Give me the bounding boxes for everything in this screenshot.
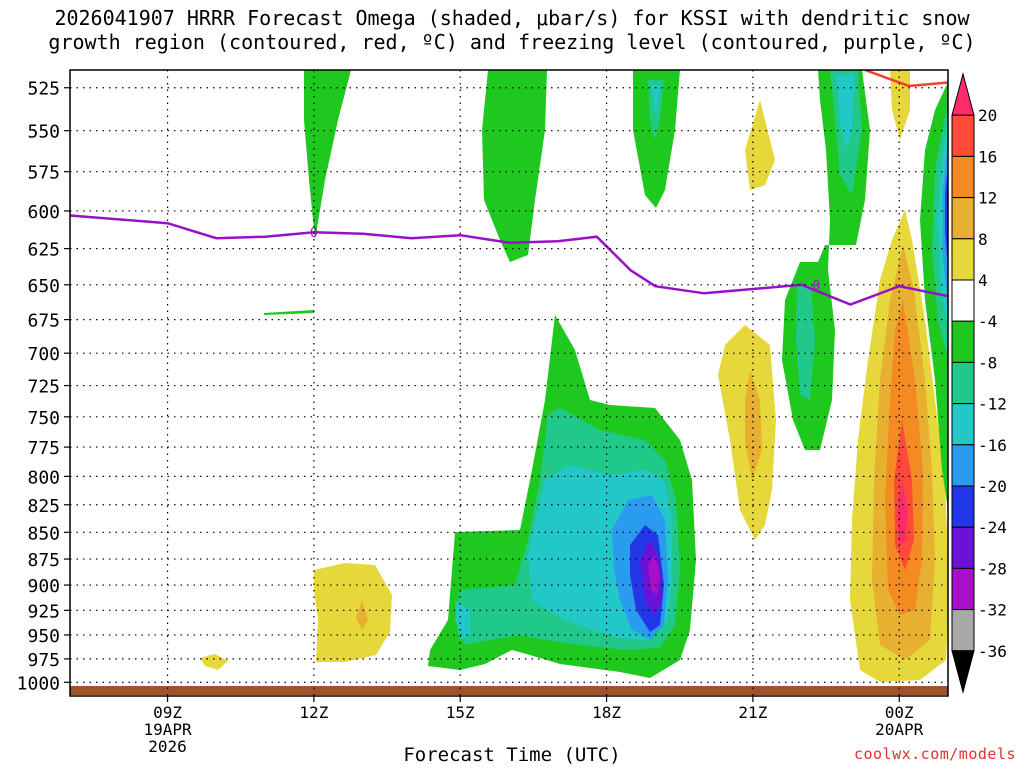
colorbar-swatch xyxy=(951,526,975,569)
omega-lower-core-22z xyxy=(796,285,815,400)
y-tick-label: 775 xyxy=(27,438,60,459)
omega-band-19z xyxy=(633,70,680,208)
y-tick-label: 625 xyxy=(27,240,60,261)
colorbar-label: -28 xyxy=(978,559,1007,578)
x-tick-date: 19APR xyxy=(143,720,192,739)
colorbar-label: -16 xyxy=(978,436,1007,455)
omega-band-16z xyxy=(482,70,547,262)
colorbar-swatch xyxy=(951,114,975,157)
omega-yellow-01z-top xyxy=(890,70,910,140)
omega-center-22z xyxy=(836,75,854,150)
colorbar-swatch xyxy=(951,197,975,240)
colorbar-swatch xyxy=(951,361,975,405)
colorbar-label: 12 xyxy=(978,189,997,208)
y-tick-label: 925 xyxy=(27,601,60,622)
title-line-2: growth region (contoured, red, ºC) and f… xyxy=(48,30,976,54)
y-tick-label: 550 xyxy=(27,122,60,143)
omega-band-12z xyxy=(304,70,351,240)
colorbar-swatch xyxy=(951,403,975,446)
y-tick-label: 750 xyxy=(27,408,60,429)
y-tick-label: 650 xyxy=(27,276,60,297)
colorbar-label: 4 xyxy=(978,271,988,290)
y-tick-label: 800 xyxy=(27,467,60,488)
omega-orange-21z xyxy=(745,370,762,480)
y-tick-label: 675 xyxy=(27,311,60,332)
x-tick-label: 21Z xyxy=(738,703,767,722)
colorbar-label: -4 xyxy=(978,312,997,331)
x-tick-label: 18Z xyxy=(592,703,621,722)
omega-center-19z xyxy=(652,85,660,112)
x-tick-label: 15Z xyxy=(446,703,475,722)
colorbar-swatch xyxy=(951,238,975,281)
x-tick-label: 00Z xyxy=(885,703,914,722)
y-tick-label: 975 xyxy=(27,650,60,671)
y-tick-label: 575 xyxy=(27,163,60,184)
freezing-level-label: 0 xyxy=(812,279,820,294)
y-tick-label: 1000 xyxy=(17,673,60,694)
omega-orange-12z xyxy=(356,600,368,630)
credit-text: coolwx.com/models xyxy=(853,745,1016,763)
colorbar-label: -8 xyxy=(978,353,997,372)
y-tick-label: 600 xyxy=(27,202,60,223)
colorbar-label: -32 xyxy=(978,601,1007,620)
omega-shading xyxy=(70,70,948,695)
freezing-level-contour xyxy=(70,214,948,306)
colorbar-swatch xyxy=(951,567,975,611)
y-tick-label: 950 xyxy=(27,626,60,647)
colorbar-swatch xyxy=(951,155,975,199)
omega-yellow-12z xyxy=(314,563,392,662)
y-tick-label: 525 xyxy=(27,79,60,100)
title-line-1: 2026041907 HRRR Forecast Omega (shaded, … xyxy=(54,6,970,30)
y-tick-label: 900 xyxy=(27,576,60,597)
omega-yellow-10z xyxy=(200,654,228,670)
colorbar-label: 16 xyxy=(978,147,997,166)
omega-main-cyan xyxy=(455,465,672,640)
omega-fleck-11z xyxy=(264,310,314,315)
colorbar-label: 20 xyxy=(978,106,997,125)
y-tick-label: 725 xyxy=(27,377,60,398)
colorbar-swatch xyxy=(951,444,975,487)
plot-frame xyxy=(69,69,949,697)
chart-title: 2026041907 HRRR Forecast Omega (shaded, … xyxy=(0,6,1024,54)
x-tick-label: 12Z xyxy=(299,703,328,722)
grid-lines xyxy=(70,70,948,696)
colorbar-label: -36 xyxy=(978,642,1007,661)
y-tick-label: 850 xyxy=(27,523,60,544)
omega-yellow-21z xyxy=(745,100,775,190)
y-tick-label: 700 xyxy=(27,344,60,365)
x-tick-label: 09Z xyxy=(153,703,182,722)
omega-pink-00z xyxy=(897,480,908,545)
colorbar-label: -20 xyxy=(978,477,1007,496)
freezing-level-label: 0 xyxy=(310,226,318,241)
ground-strip xyxy=(70,686,948,695)
colorbar-swatch xyxy=(951,485,975,528)
colorbar-label: -12 xyxy=(978,395,1007,414)
colorbar-swatch xyxy=(951,320,975,363)
x-tick-date: 20APR xyxy=(875,720,924,739)
y-tick-label: 875 xyxy=(27,550,60,571)
colorbar-label: -24 xyxy=(978,518,1007,537)
colorbar-label: 8 xyxy=(978,230,988,249)
colorbar-swatch xyxy=(951,72,975,116)
dgz-contour-red xyxy=(864,70,948,88)
x-tick-year: 2026 xyxy=(148,737,187,756)
y-axis: 525 550 575 600 625 650 675 700 725 750 775 800 825 8… xyxy=(17,79,70,694)
colorbar-swatch xyxy=(951,650,975,694)
x-axis-label: Forecast Time (UTC) xyxy=(403,744,621,766)
colorbar-swatch xyxy=(951,609,975,652)
colorbar: 20 16 12 8 4 -4 -8 -12 -16 -20 -24 -28 -32 -36 xyxy=(951,72,1007,694)
colorbar-swatch xyxy=(951,279,975,322)
y-tick-label: 825 xyxy=(27,496,60,517)
omega-main-magenta xyxy=(648,555,660,595)
